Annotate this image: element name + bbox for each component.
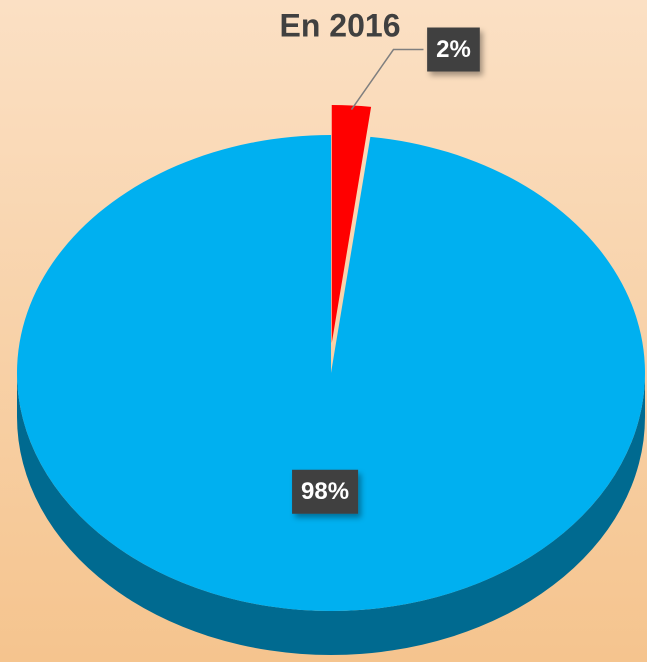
data-label-text: 2%	[436, 36, 471, 63]
data-label: 2%	[427, 27, 480, 72]
pie-slice	[331, 105, 372, 344]
data-label-box	[427, 27, 480, 72]
pie-slice	[17, 135, 646, 611]
data-label: 98%	[292, 469, 359, 514]
leader-line	[350, 48, 424, 110]
data-label-text: 98%	[301, 478, 349, 505]
chart-title: En 2016	[280, 7, 401, 43]
pie-slice-side	[17, 373, 645, 655]
pie: 2% 98%	[17, 27, 646, 655]
data-label-box	[292, 469, 359, 514]
